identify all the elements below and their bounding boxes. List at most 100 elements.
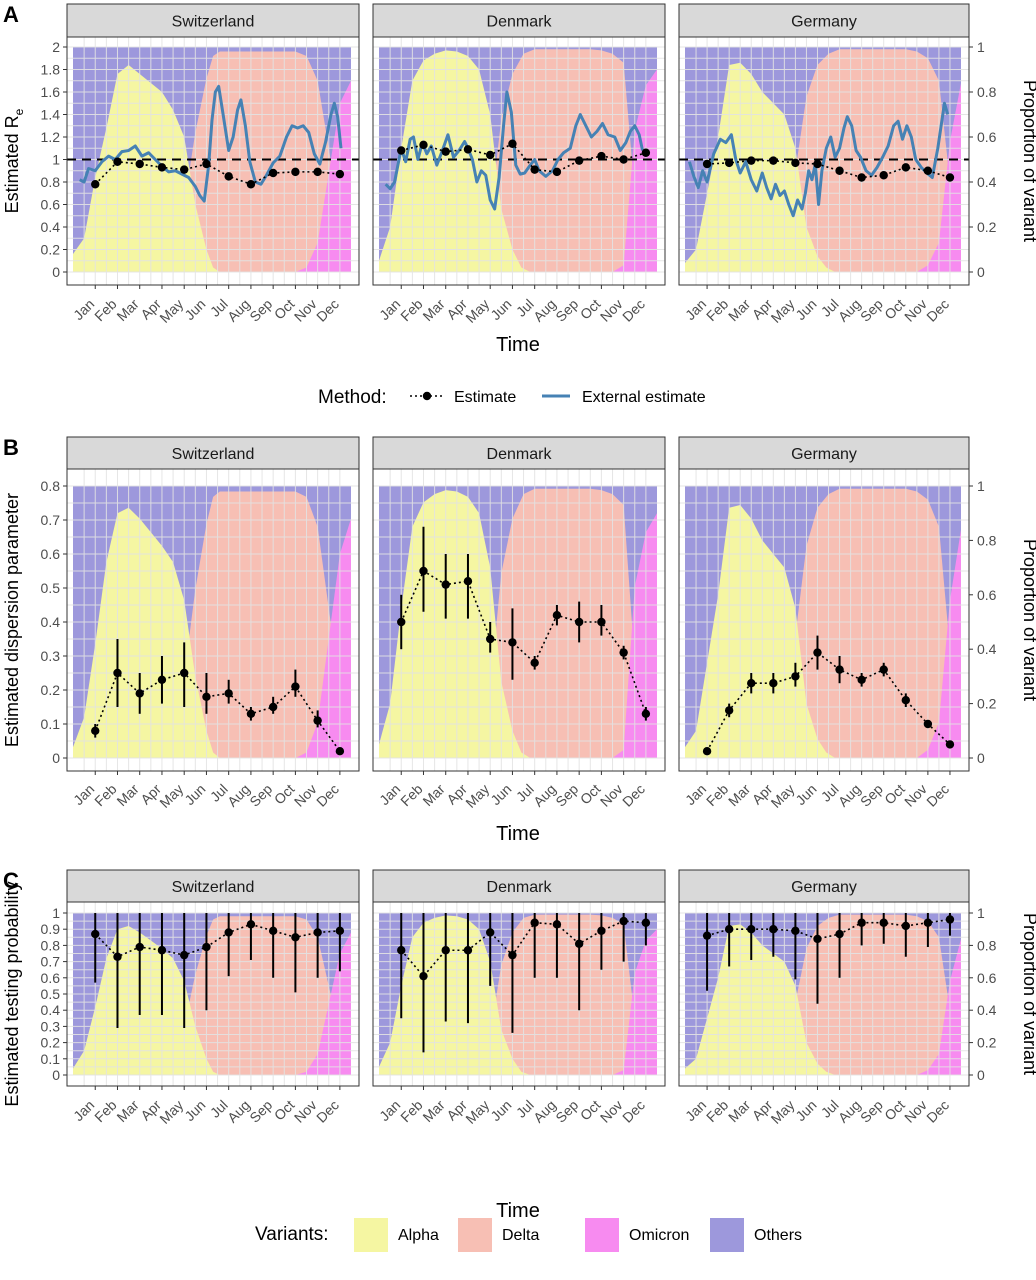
estimate-point bbox=[747, 925, 756, 934]
y-axis-title-main: Estimated R bbox=[2, 115, 22, 213]
estimate-point bbox=[619, 155, 628, 164]
panel-label: C bbox=[3, 868, 19, 893]
y-tick-label: 0.7 bbox=[41, 512, 61, 528]
y-tick-label: 0.2 bbox=[41, 1035, 61, 1051]
grid bbox=[67, 469, 359, 771]
area-alpha bbox=[73, 65, 351, 272]
estimate-point bbox=[441, 946, 450, 955]
estimate-point bbox=[508, 139, 517, 148]
x-tick-label: Dec bbox=[619, 296, 648, 325]
y2-tick-label: 0.8 bbox=[977, 937, 997, 953]
estimate-point bbox=[857, 675, 866, 684]
y2-tick-label: 0 bbox=[977, 750, 985, 766]
x-tick-label: Jun bbox=[181, 781, 208, 808]
estimate-point bbox=[702, 159, 712, 169]
panel-B: B SwitzerlandJanFebMarAprMayJunJulAugSepO… bbox=[2, 435, 1036, 845]
legend-label: External estimate bbox=[582, 389, 706, 406]
y-tick-label: 0.6 bbox=[41, 546, 61, 562]
x-tick-label: Dec bbox=[619, 1097, 648, 1126]
estimate-point bbox=[397, 146, 406, 155]
area-omicron bbox=[73, 932, 351, 1075]
y-tick-label: 1.6 bbox=[41, 84, 61, 100]
y-tick-label: 0.3 bbox=[41, 1018, 61, 1034]
y-tick-label: 0 bbox=[52, 750, 60, 766]
x-tick-label: Dec bbox=[619, 781, 648, 810]
estimate-point bbox=[268, 702, 278, 712]
x-tick-label: Jun bbox=[487, 296, 514, 323]
plot-border bbox=[678, 901, 970, 1087]
estimate-point bbox=[530, 658, 539, 667]
estimate-point bbox=[419, 971, 428, 981]
estimate-point bbox=[397, 946, 406, 955]
estimate-point bbox=[813, 159, 822, 169]
estimate-point bbox=[463, 145, 473, 154]
y2-tick-label: 0.6 bbox=[977, 970, 997, 986]
x-axis-title: Time bbox=[496, 823, 540, 845]
estimate-point bbox=[574, 156, 584, 165]
estimate-point bbox=[835, 166, 844, 175]
estimate-point bbox=[597, 926, 606, 936]
grid bbox=[679, 37, 969, 285]
legend-label: Estimate bbox=[454, 389, 516, 406]
estimate-point bbox=[901, 696, 910, 705]
y2-tick-label: 1 bbox=[977, 905, 985, 921]
estimate-point bbox=[419, 566, 428, 576]
estimate-point bbox=[835, 929, 844, 939]
estimate-point bbox=[791, 926, 800, 936]
plot-border bbox=[66, 36, 360, 286]
x-tick-label: Jun bbox=[792, 781, 819, 808]
estimate-point bbox=[857, 173, 866, 182]
estimate-point bbox=[291, 167, 300, 177]
grid bbox=[373, 902, 665, 1086]
estimate-point bbox=[486, 150, 495, 160]
y2-tick-label: 0.2 bbox=[977, 1035, 997, 1051]
y2-tick-label: 0.4 bbox=[977, 641, 997, 657]
y-tick-label: 0.1 bbox=[41, 716, 61, 732]
estimate-point bbox=[702, 747, 712, 756]
estimate-point bbox=[224, 172, 233, 181]
plot-border bbox=[66, 468, 360, 772]
estimate-point bbox=[419, 140, 428, 150]
x-tick-label: Oct bbox=[577, 1097, 604, 1124]
x-tick-label: Jun bbox=[792, 1097, 819, 1124]
estimate-point bbox=[769, 156, 778, 165]
area-delta bbox=[73, 916, 351, 1075]
y2-tick-label: 0.4 bbox=[977, 174, 997, 190]
estimate-point bbox=[91, 180, 100, 189]
area-alpha bbox=[379, 490, 657, 758]
estimate-point bbox=[135, 689, 144, 698]
y-tick-label: 1.8 bbox=[41, 62, 61, 78]
estimate-point bbox=[769, 925, 778, 934]
estimate-point bbox=[879, 918, 888, 927]
plot-border bbox=[678, 468, 970, 772]
estimate-point bbox=[530, 918, 539, 927]
estimate-point bbox=[901, 921, 910, 931]
facet-strip bbox=[66, 869, 360, 903]
x-tick-label: Jun bbox=[487, 1097, 514, 1124]
estimate-point bbox=[923, 918, 933, 927]
x-tick-label: Dec bbox=[923, 1097, 952, 1126]
estimate-point bbox=[180, 950, 189, 960]
facet-title: Denmark bbox=[487, 14, 553, 31]
facet-germany: GermanyJanFebMarAprMayJunJulAugSepOctNov… bbox=[678, 869, 970, 1127]
y2-tick-label: 1 bbox=[977, 478, 985, 494]
estimate-point bbox=[135, 942, 144, 952]
area-delta bbox=[73, 491, 351, 758]
legend-key-alpha bbox=[354, 1218, 388, 1252]
estimate-point bbox=[246, 920, 256, 929]
estimate-point bbox=[901, 163, 910, 172]
area-alpha bbox=[73, 925, 351, 1075]
facet-title: Germany bbox=[791, 14, 857, 31]
estimate-point bbox=[835, 665, 844, 674]
x-tick-label: Dec bbox=[923, 296, 952, 325]
grid bbox=[67, 902, 359, 1086]
estimate-point bbox=[619, 648, 628, 657]
legend-label: Alpha bbox=[398, 1227, 439, 1244]
facet-title: Denmark bbox=[487, 879, 553, 896]
x-tick-label: Dec bbox=[313, 296, 342, 325]
area-omicron bbox=[379, 69, 657, 272]
estimate-point bbox=[291, 933, 300, 942]
estimate-point bbox=[335, 169, 345, 179]
facet-title: Germany bbox=[791, 879, 857, 896]
